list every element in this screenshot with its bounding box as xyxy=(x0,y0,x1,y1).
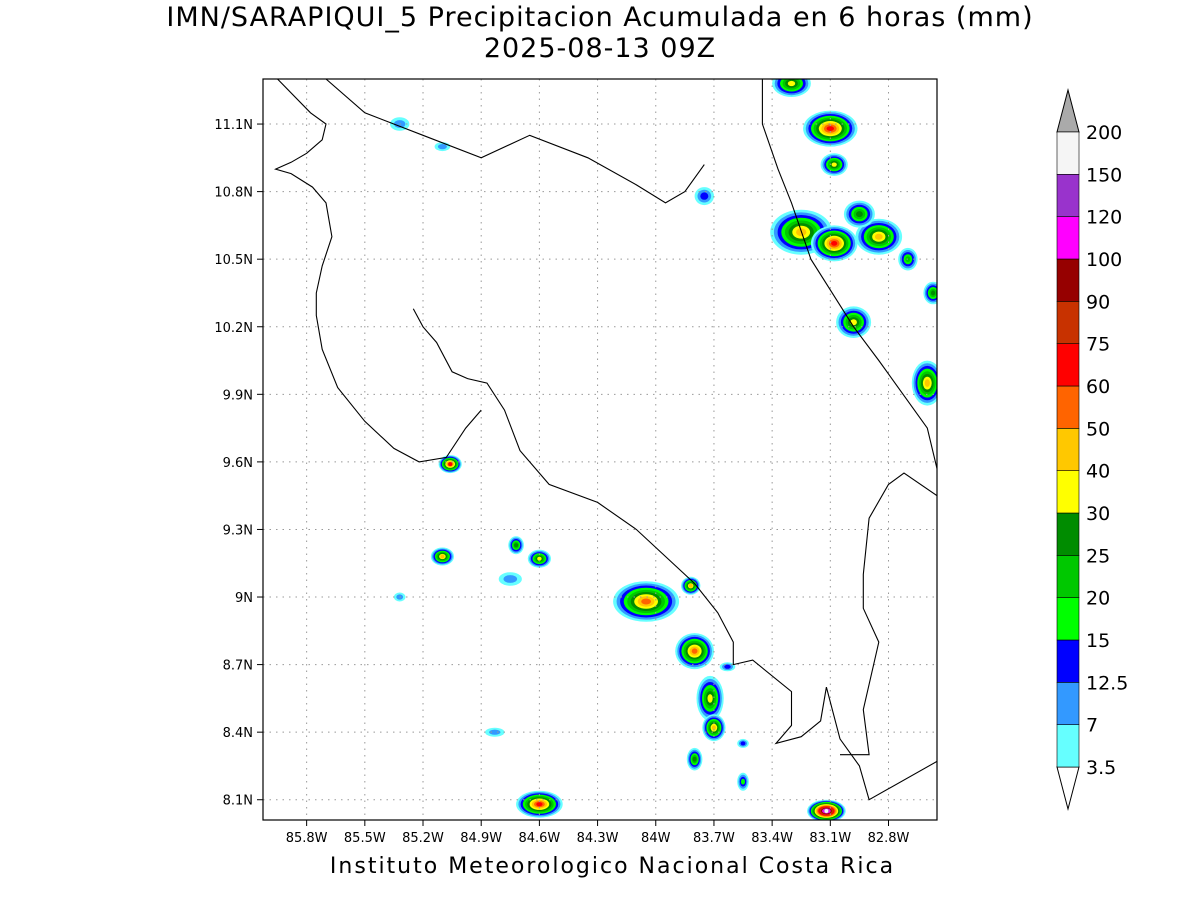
lat-tick-label-0: 11.1N xyxy=(214,118,253,133)
colorbar-label-9: 60 xyxy=(1086,376,1110,398)
colorbar-swatch-13 xyxy=(1056,174,1080,217)
coastline-4 xyxy=(840,472,937,756)
chart-title: IMN/SARAPIQUI_5 Precipitacion Acumulada … xyxy=(166,2,1034,33)
precip-cell-6-band-5 xyxy=(856,211,863,218)
precip-cell-22-band-5 xyxy=(692,756,697,762)
precip-cell-26-band-2 xyxy=(724,664,731,669)
precip-cell-31-band-1 xyxy=(503,575,518,583)
colorbar-label-12: 100 xyxy=(1086,249,1122,271)
colorbar-label-2: 12.5 xyxy=(1086,672,1128,694)
lat-tick-label-7: 9N xyxy=(235,591,253,606)
colorbar-swatch-5 xyxy=(1056,512,1080,556)
precip-cell-2-band-6 xyxy=(831,162,837,167)
lon-tick-label-1: 85.5W xyxy=(344,831,386,846)
lat-tick-label-6: 9.3N xyxy=(223,523,253,538)
colorbar-swatch-0 xyxy=(1056,724,1080,768)
footer-credit: Instituto Meteorologico Nacional Costa R… xyxy=(329,854,896,879)
lon-tick-label-7: 83.7W xyxy=(693,831,735,846)
precip-cell-13-band-6 xyxy=(707,694,713,703)
colorbar-label-5: 25 xyxy=(1086,545,1110,567)
lat-tick-label-3: 10.2N xyxy=(214,321,253,336)
coastline-3 xyxy=(325,79,705,204)
colorbar-swatch-8 xyxy=(1056,385,1080,429)
colorbar-min-arrow xyxy=(1056,766,1080,811)
precip-cell-17-band-9 xyxy=(448,462,453,467)
precip-cell-18-band-7 xyxy=(440,554,445,559)
colorbar-swatch-10 xyxy=(1056,301,1080,344)
colorbar-swatch-2 xyxy=(1056,639,1080,683)
coastline-0 xyxy=(273,79,482,463)
lat-tick-label-10: 8.1N xyxy=(223,794,253,809)
precipitation-layer xyxy=(390,79,937,820)
lat-tick-label-2: 10.5N xyxy=(214,253,253,268)
colorbar-swatch-11 xyxy=(1056,258,1080,302)
lon-tick-label-3: 84.9W xyxy=(460,831,502,846)
colorbar-label-11: 90 xyxy=(1086,291,1110,313)
precip-cell-1-band-6 xyxy=(787,80,796,87)
colorbar-legend: 3.5 7 12.5 15 20 25 30 40 50 60 75 90 100 120 150 200 xyxy=(1056,88,1128,811)
colorbar-label-0: 3.5 xyxy=(1086,757,1116,779)
precip-cell-28-band-1 xyxy=(437,144,447,150)
colorbar-swatch-1 xyxy=(1056,682,1080,725)
lon-tick-label-5: 84.3W xyxy=(577,831,619,846)
colorbar-label-10: 75 xyxy=(1086,334,1110,356)
precip-cell-12-band-8 xyxy=(691,648,698,654)
colorbar-label-4: 20 xyxy=(1086,588,1110,610)
colorbar-label-6: 30 xyxy=(1086,503,1110,525)
precip-cell-25-band-2 xyxy=(740,741,746,746)
colorbar-swatch-4 xyxy=(1056,555,1080,598)
precip-cell-24-band-1 xyxy=(489,729,501,735)
lat-tick-label-5: 9.6N xyxy=(223,456,253,471)
colorbar-swatch-9 xyxy=(1056,343,1080,387)
precip-cell-23-band-3 xyxy=(741,778,745,785)
colorbar-label-1: 7 xyxy=(1086,715,1098,737)
lon-tick-label-9: 83.1W xyxy=(809,831,851,846)
lat-tick-label-9: 8.4N xyxy=(223,726,253,741)
colorbar-label-15: 200 xyxy=(1086,122,1122,144)
precip-cell-0-band-9 xyxy=(826,126,834,131)
lon-tick-label-2: 85.2W xyxy=(402,831,444,846)
colorbar-label-14: 150 xyxy=(1086,164,1122,186)
lon-tick-label-10: 82.8W xyxy=(868,831,910,846)
lat-tick-label-1: 10.8N xyxy=(214,186,253,201)
lat-lon-grid xyxy=(263,79,937,820)
precip-cell-16-band-14 xyxy=(824,809,829,813)
lon-tick-label-8: 83.4W xyxy=(751,831,793,846)
coastline-layer xyxy=(273,79,937,801)
precip-cell-9-band-7 xyxy=(924,379,930,387)
coastline-1 xyxy=(412,308,937,801)
coastline-2 xyxy=(761,79,937,469)
colorbar-swatch-3 xyxy=(1056,597,1080,641)
colorbar-swatch-6 xyxy=(1056,470,1080,514)
lon-tick-label-0: 85.8W xyxy=(286,831,328,846)
colorbar-label-8: 50 xyxy=(1086,418,1110,440)
lon-tick-label-6: 84W xyxy=(641,831,671,846)
colorbar-max-arrow xyxy=(1056,88,1080,133)
map-frame xyxy=(262,78,938,821)
colorbar-swatch-14 xyxy=(1056,131,1080,175)
colorbar-label-7: 40 xyxy=(1086,461,1110,483)
precip-cell-15-band-9 xyxy=(536,802,543,807)
precip-cell-14-band-7 xyxy=(711,725,716,730)
lon-tick-label-4: 84.6W xyxy=(518,831,560,846)
chart-subtitle-date: 2025-08-13 09Z xyxy=(483,33,717,64)
precip-cell-20-band-5 xyxy=(514,543,519,548)
lat-tick-label-4: 9.9N xyxy=(223,388,253,403)
colorbar-label-3: 15 xyxy=(1086,630,1110,652)
precip-cell-19-band-6 xyxy=(537,556,542,561)
precip-cell-21-band-7 xyxy=(688,583,693,588)
precip-cell-29-band-2 xyxy=(700,192,709,200)
colorbar-swatch-7 xyxy=(1056,428,1080,471)
longitude-axis: 85.8W 85.5W 85.2W 84.9W 84.6W 84.3W 84W 83.7W 83… xyxy=(286,820,910,846)
precip-cell-4-band-9 xyxy=(831,241,838,246)
precip-cell-10-band-5 xyxy=(931,290,936,296)
precip-cell-5-band-7 xyxy=(874,233,883,240)
colorbar-swatch-12 xyxy=(1056,216,1080,260)
colorbar-label-13: 120 xyxy=(1086,207,1122,229)
lat-tick-label-8: 8.7N xyxy=(223,659,253,674)
precip-cell-11-band-8 xyxy=(641,598,651,605)
latitude-axis: 11.1N 10.8N 10.5N 10.2N 9.9N 9.6N 9.3N 9N 8.7N 8.… xyxy=(214,118,263,809)
